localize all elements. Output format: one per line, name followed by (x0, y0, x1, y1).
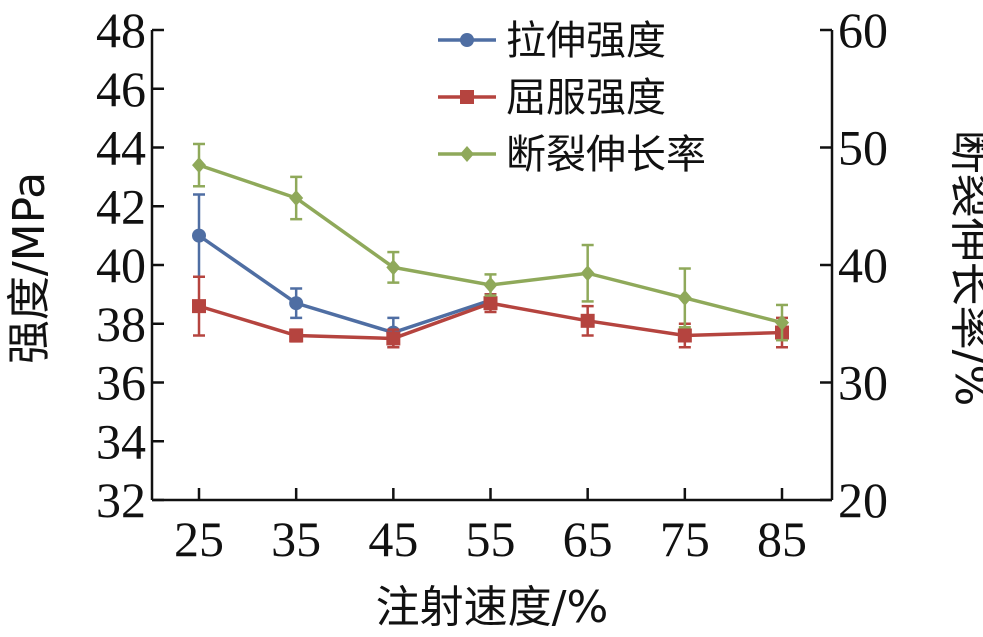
legend-marker (460, 33, 474, 47)
plot-frame (150, 30, 834, 502)
data-point (580, 265, 595, 282)
left-tick-label: 36 (96, 355, 146, 411)
left-tick-label: 46 (96, 61, 146, 117)
data-point (192, 299, 206, 314)
series-layer (192, 142, 789, 349)
data-point (386, 331, 401, 346)
legend-label: 屈服强度 (506, 75, 666, 121)
right-tick-label: 20 (838, 472, 888, 528)
legend-marker (460, 146, 474, 162)
legend-item: 拉伸强度 (438, 18, 666, 64)
x-tick-label: 35 (271, 511, 321, 567)
right-tick-label: 50 (838, 120, 888, 176)
data-point (677, 289, 692, 306)
x-tick-label: 85 (757, 511, 807, 567)
right-tick-label: 40 (838, 237, 888, 293)
left-tick-label: 40 (96, 237, 146, 293)
data-point (386, 259, 401, 276)
x-axis-label: 注射速度/% (376, 582, 609, 633)
x-tick-label: 65 (563, 511, 613, 567)
legend-label: 拉伸强度 (506, 18, 666, 64)
data-point (483, 276, 498, 293)
data-point (192, 157, 206, 174)
x-tick-label: 45 (368, 511, 418, 567)
series-3 (192, 142, 789, 342)
data-point (289, 296, 304, 311)
data-point (289, 328, 304, 343)
data-point (192, 228, 206, 243)
x-tick-label: 55 (466, 511, 516, 567)
series-1 (192, 193, 498, 349)
left-tick-label: 34 (96, 413, 146, 469)
legend-item: 断裂伸长率 (438, 132, 706, 178)
right-axis: 20 30 40 50 60 (820, 2, 888, 528)
data-point (483, 296, 498, 311)
series-line (198, 234, 492, 335)
x-axis: 25 35 45 55 65 75 85 (174, 488, 807, 567)
x-tick-label: 75 (660, 511, 710, 567)
left-tick-label: 48 (96, 2, 146, 58)
right-tick-label: 30 (838, 355, 888, 411)
right-tick-label: 60 (838, 2, 888, 58)
x-tick-label: 25 (174, 511, 224, 567)
left-tick-label: 42 (96, 178, 146, 234)
left-axis-label: 强度/MPa (4, 172, 55, 364)
right-axis-label: 断裂伸长率/% (945, 130, 983, 407)
legend-item: 屈服强度 (438, 75, 666, 121)
legend-marker (460, 90, 474, 104)
data-point (289, 190, 304, 207)
left-tick-label: 38 (96, 296, 146, 352)
data-point (580, 313, 595, 328)
left-tick-label: 44 (96, 120, 146, 176)
left-tick-label: 32 (96, 472, 146, 528)
legend-label: 断裂伸长率 (506, 132, 706, 178)
data-point (677, 328, 692, 343)
data-point (775, 314, 789, 331)
